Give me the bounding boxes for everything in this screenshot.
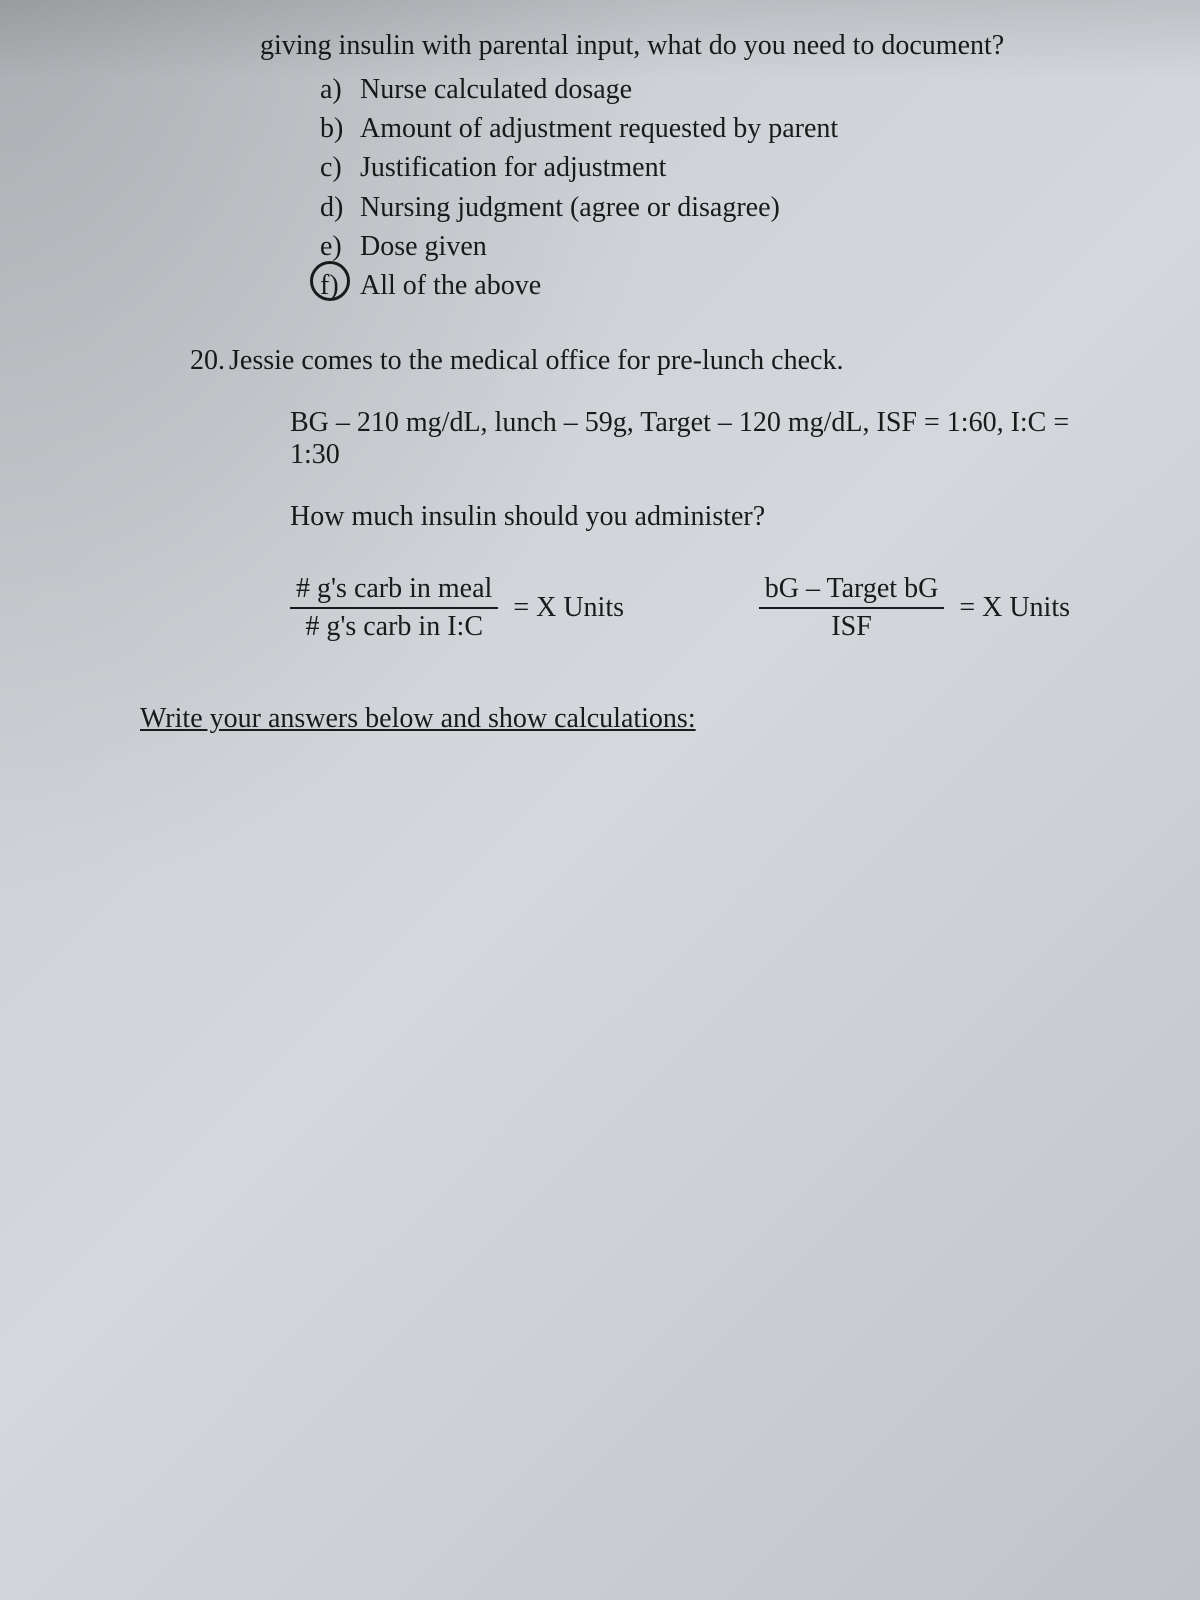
- answer-options: a) Nurse calculated dosage b) Amount of …: [140, 70, 1120, 305]
- option-c-label: c): [320, 148, 342, 187]
- option-d-label: d): [320, 188, 343, 227]
- option-a-text: Nurse calculated dosage: [360, 74, 632, 105]
- correction-formula: bG – Target bG ISF = X Units: [759, 573, 1070, 643]
- option-d-text: Nursing judgment (agree or disagree): [360, 192, 780, 223]
- option-f-text: All of the above: [360, 270, 541, 301]
- sub-question: How much insulin should you administer?: [190, 501, 1120, 533]
- intro-text: giving insulin with parental input, what…: [140, 30, 1120, 62]
- carb-fraction: # g's carb in meal # g's carb in I:C: [290, 573, 498, 643]
- option-b-label: b): [320, 109, 343, 148]
- option-a: a) Nurse calculated dosage: [320, 70, 1120, 109]
- correction-numerator: bG – Target bG: [759, 573, 945, 609]
- option-e: e) Dose given: [320, 227, 1120, 266]
- carb-denominator: # g's carb in I:C: [290, 609, 498, 643]
- formulas-row: # g's carb in meal # g's carb in I:C = X…: [190, 573, 1120, 643]
- carb-equals: = X Units: [513, 592, 624, 624]
- circle-annotation-icon: [310, 261, 350, 301]
- answer-prompt: Write your answers below and show calcul…: [140, 703, 1120, 735]
- question-number: 20.: [190, 345, 225, 376]
- option-b-text: Amount of adjustment requested by parent: [360, 113, 838, 144]
- correction-denominator: ISF: [759, 609, 945, 643]
- correction-fraction: bG – Target bG ISF: [759, 573, 945, 643]
- option-f: f) All of the above: [320, 266, 1120, 305]
- option-b: b) Amount of adjustment requested by par…: [320, 109, 1120, 148]
- option-c: c) Justification for adjustment: [320, 148, 1120, 187]
- question-20: 20. Jessie comes to the medical office f…: [140, 345, 1120, 643]
- option-d: d) Nursing judgment (agree or disagree): [320, 188, 1120, 227]
- question-given-data: BG – 210 mg/dL, lunch – 59g, Target – 12…: [190, 407, 1120, 471]
- option-e-text: Dose given: [360, 231, 487, 262]
- correction-equals: = X Units: [959, 592, 1070, 624]
- carb-numerator: # g's carb in meal: [290, 573, 498, 609]
- option-c-text: Justification for adjustment: [360, 152, 666, 183]
- question-text: Jessie comes to the medical office for p…: [229, 345, 843, 376]
- option-a-label: a): [320, 70, 342, 109]
- carb-formula: # g's carb in meal # g's carb in I:C = X…: [290, 573, 624, 643]
- document-page: giving insulin with parental input, what…: [0, 0, 1200, 775]
